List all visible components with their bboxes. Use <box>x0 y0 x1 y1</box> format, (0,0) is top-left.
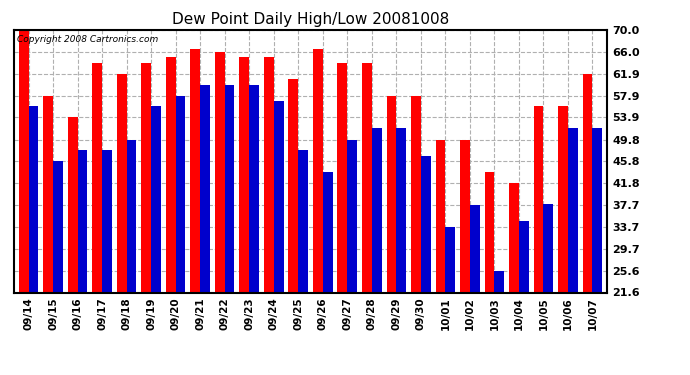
Bar <box>544 204 553 292</box>
Bar <box>396 128 406 292</box>
Bar <box>298 150 308 292</box>
Bar <box>593 128 602 292</box>
Bar <box>68 117 77 292</box>
Bar <box>102 150 112 292</box>
Bar <box>43 96 53 292</box>
Bar <box>470 205 480 292</box>
Bar <box>190 49 200 292</box>
Bar <box>460 140 470 292</box>
Bar <box>176 96 186 292</box>
Bar <box>484 171 495 292</box>
Bar <box>558 106 568 292</box>
Bar <box>495 271 504 292</box>
Bar <box>215 52 225 292</box>
Bar <box>117 74 126 292</box>
Bar <box>337 63 347 292</box>
Bar <box>313 49 323 292</box>
Bar <box>19 30 28 292</box>
Bar <box>166 57 176 292</box>
Bar <box>509 183 519 292</box>
Bar <box>28 106 39 292</box>
Bar <box>445 227 455 292</box>
Bar <box>200 85 210 292</box>
Text: Copyright 2008 Cartronics.com: Copyright 2008 Cartronics.com <box>17 35 158 44</box>
Bar <box>225 85 235 292</box>
Bar <box>323 171 333 292</box>
Bar <box>249 85 259 292</box>
Bar <box>421 156 431 292</box>
Bar <box>533 106 544 292</box>
Bar <box>411 96 421 292</box>
Bar <box>372 128 382 292</box>
Bar <box>151 106 161 292</box>
Bar <box>288 80 298 292</box>
Bar <box>264 57 274 292</box>
Title: Dew Point Daily High/Low 20081008: Dew Point Daily High/Low 20081008 <box>172 12 449 27</box>
Bar <box>347 140 357 292</box>
Bar <box>77 150 88 292</box>
Bar <box>239 57 249 292</box>
Bar <box>141 63 151 292</box>
Bar <box>53 161 63 292</box>
Bar <box>386 96 396 292</box>
Bar <box>92 63 102 292</box>
Bar <box>126 140 137 292</box>
Bar <box>435 140 445 292</box>
Bar <box>274 101 284 292</box>
Bar <box>519 222 529 292</box>
Bar <box>582 74 593 292</box>
Bar <box>362 63 372 292</box>
Bar <box>568 128 578 292</box>
